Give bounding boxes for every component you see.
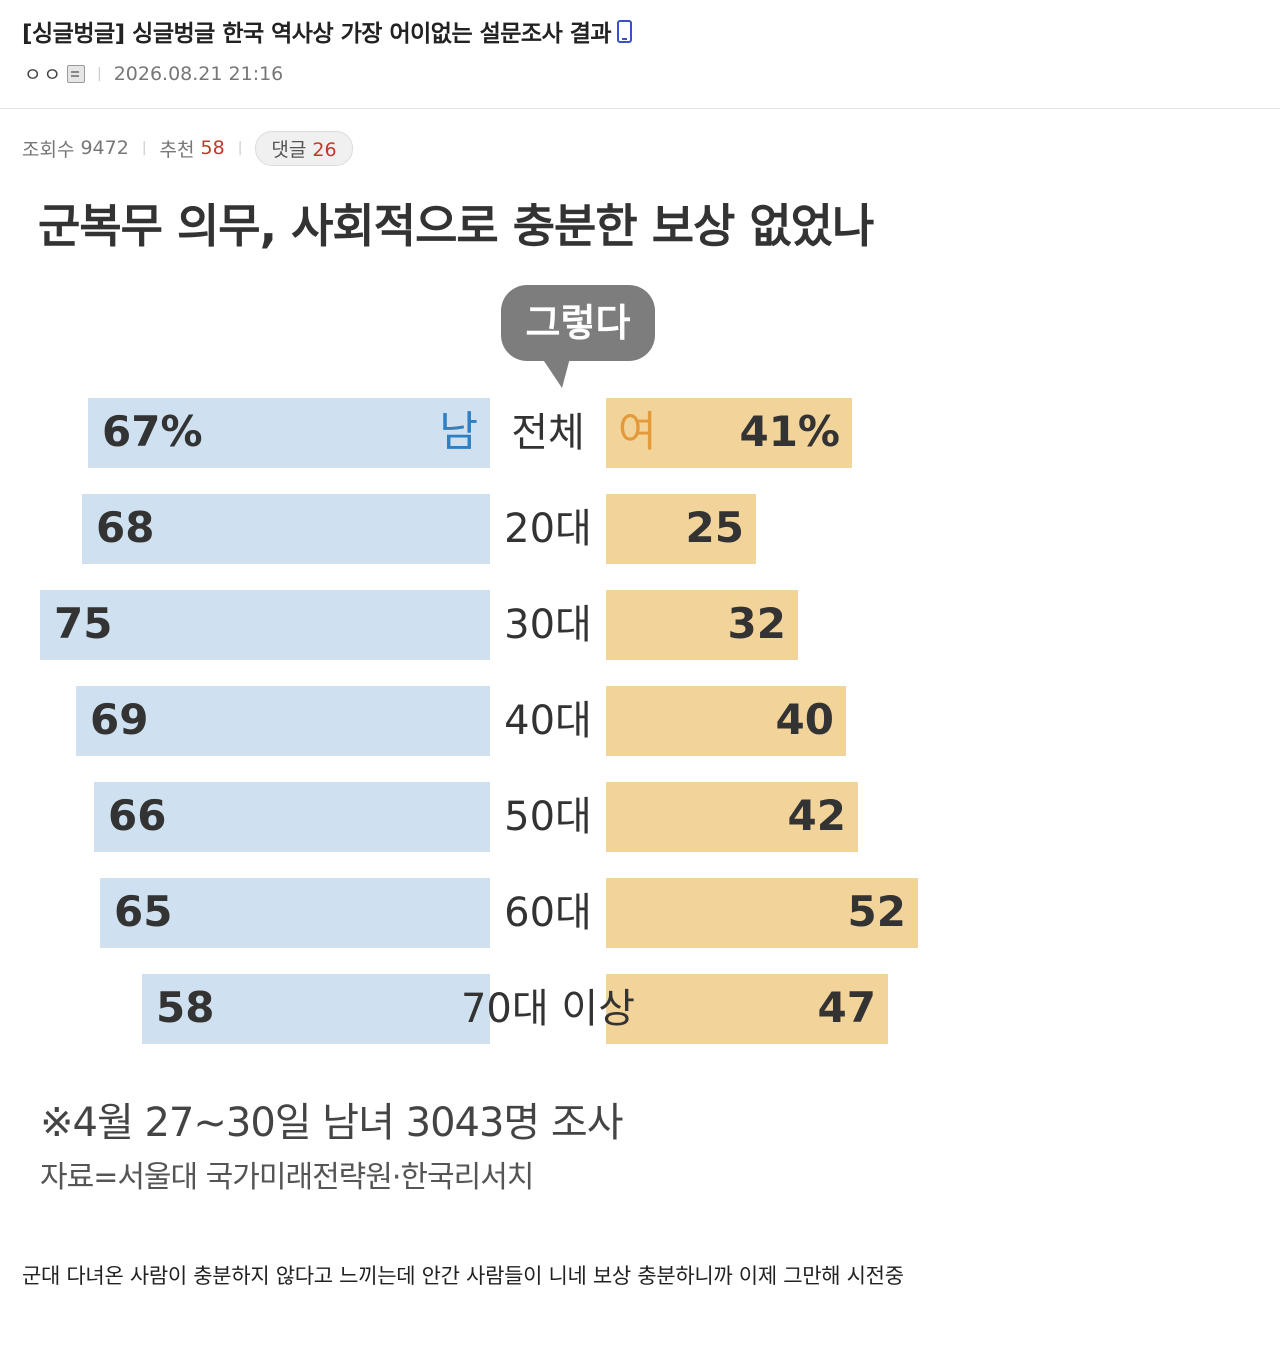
views-label: 조회수 [22, 138, 75, 161]
post-title-text: [싱글벙글] 싱글벙글 한국 역사상 가장 어이없는 설문조사 결과 [22, 21, 612, 47]
comments-button[interactable]: 댓글 26 [255, 130, 353, 166]
female-bar [606, 686, 846, 756]
age-group-label: 70대 이상 [461, 986, 635, 1032]
age-group-label: 20대 [504, 506, 592, 552]
male-legend-label: 남 [439, 407, 478, 456]
female-value-label: 47 [818, 983, 876, 1032]
male-bar [94, 782, 490, 852]
female-value-label: 52 [848, 887, 906, 936]
age-group-label: 60대 [504, 890, 592, 936]
female-value-label: 25 [686, 503, 744, 552]
female-legend-label: 여 [618, 407, 657, 456]
male-value-label: 58 [156, 983, 214, 1032]
male-value-label: 75 [54, 599, 112, 648]
female-bar [606, 494, 756, 564]
likes-label: 추천 [159, 138, 195, 161]
age-group-label: 40대 [504, 698, 592, 744]
butterfly-bar-chart: 67% 41% 전체 남 여 68 25 20대 75 32 30대 69 40 40대 66 42 50대 65… [40, 398, 918, 1044]
post-stats: 조회수 9472 | 추천 58 | 댓글 26 [22, 130, 353, 166]
female-bar [606, 878, 918, 948]
female-bar [606, 398, 852, 468]
meta-divider: | [96, 65, 102, 82]
post-header: [싱글벙글] 싱글벙글 한국 역사상 가장 어이없는 설문조사 결과 ㅇㅇ | … [0, 0, 1280, 109]
stats-divider: | [237, 140, 243, 156]
male-bar [40, 590, 490, 660]
chart-title: 군복무 의무, 사회적으로 충분한 보상 없었나 [38, 199, 874, 253]
female-bar [606, 974, 888, 1044]
author-name[interactable]: ㅇㅇ [24, 64, 63, 86]
likes-count: 58 [200, 137, 225, 159]
male-value-label: 69 [90, 695, 148, 744]
male-bar [142, 974, 490, 1044]
comments-count: 26 [312, 138, 337, 161]
male-value-label: 66 [108, 791, 166, 840]
male-bar [76, 686, 490, 756]
male-bar [100, 878, 490, 948]
comments-label: 댓글 [271, 138, 307, 161]
post-title: [싱글벙글] 싱글벙글 한국 역사상 가장 어이없는 설문조사 결과 [22, 14, 633, 48]
mobile-phone-icon [617, 20, 633, 43]
age-group-label: 30대 [504, 602, 592, 648]
female-bar [606, 590, 798, 660]
female-value-label: 42 [788, 791, 846, 840]
male-bar [88, 398, 490, 468]
age-group-label: 전체 [511, 410, 585, 456]
female-value-label: 32 [728, 599, 786, 648]
male-value-label: 65 [114, 887, 172, 936]
female-value-label: 40 [776, 695, 834, 744]
age-group-label: 50대 [504, 794, 592, 840]
stats-divider: | [141, 140, 147, 156]
chart-source: 자료=서울대 국가미래전략원·한국리서치 [40, 1160, 534, 1195]
member-level-icon [66, 64, 85, 83]
male-bar [82, 494, 490, 564]
chart-footnote: ※4월 27~30일 남녀 3043명 조사 [40, 1100, 624, 1146]
male-value-label: 67% [102, 407, 203, 456]
views-count: 9472 [80, 137, 129, 159]
female-bar [606, 782, 858, 852]
male-value-label: 68 [96, 503, 154, 552]
female-value-label: 41% [739, 407, 840, 456]
callout-bubble: 그렇다 [501, 285, 655, 361]
post-body: 군대 다녀온 사람이 충분하지 않다고 느끼는데 안간 사람들이 니네 보상 충… [22, 1264, 904, 1288]
post-datetime: 2026.08.21 21:16 [113, 62, 284, 85]
post-meta: ㅇㅇ | 2026.08.21 21:16 [24, 60, 283, 87]
